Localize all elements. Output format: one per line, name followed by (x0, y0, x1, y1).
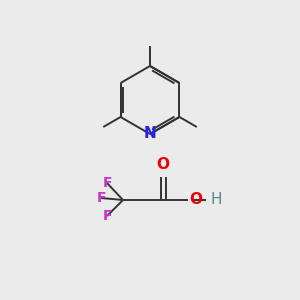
Text: O: O (189, 193, 202, 208)
Text: F: F (96, 191, 106, 205)
Text: F: F (102, 176, 112, 190)
Text: H: H (211, 193, 223, 208)
Text: N: N (144, 127, 156, 142)
Text: F: F (102, 209, 112, 223)
Text: O: O (157, 157, 169, 172)
